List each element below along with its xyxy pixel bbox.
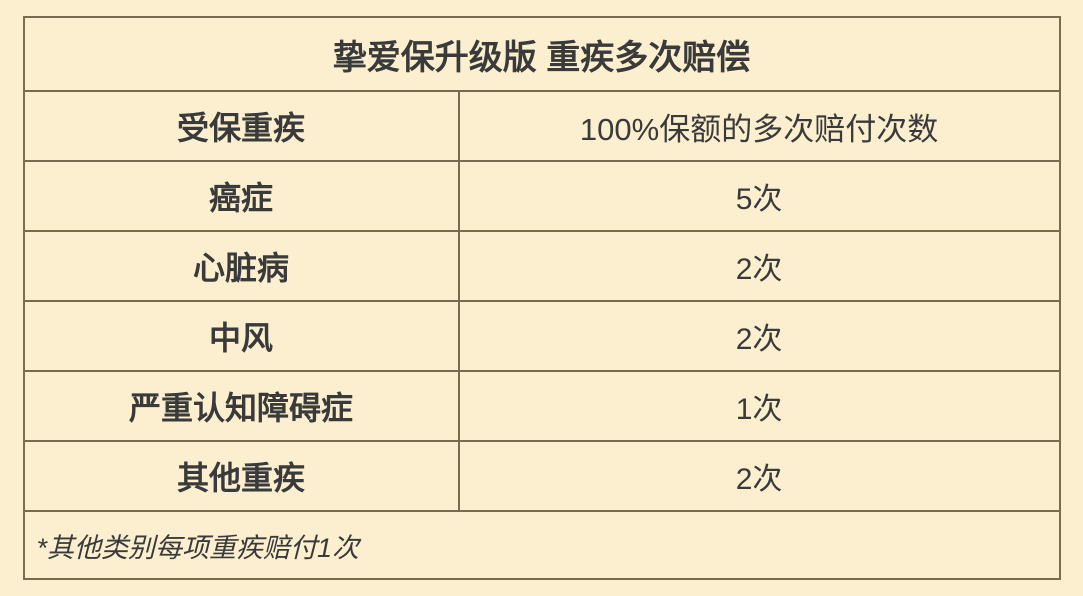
condition-label: 癌症: [24, 161, 459, 231]
table-row: 心脏病 2次: [24, 231, 1060, 301]
table-footnote-row: *其他类别每项重疾赔付1次: [24, 511, 1060, 579]
table-title-row: 挚爱保升级版 重疾多次赔偿: [24, 17, 1060, 91]
insurance-table: 挚爱保升级版 重疾多次赔偿 受保重疾 100%保额的多次赔付次数 癌症 5次 心…: [23, 16, 1061, 580]
table-row: 癌症 5次: [24, 161, 1060, 231]
table-footnote: *其他类别每项重疾赔付1次: [24, 511, 1060, 579]
condition-label: 其他重疾: [24, 441, 459, 511]
table-row: 严重认知障碍症 1次: [24, 371, 1060, 441]
condition-label: 心脏病: [24, 231, 459, 301]
table-title: 挚爱保升级版 重疾多次赔偿: [24, 17, 1060, 91]
payout-value: 5次: [459, 161, 1060, 231]
payout-value: 2次: [459, 301, 1060, 371]
insurance-table-container: 挚爱保升级版 重疾多次赔偿 受保重疾 100%保额的多次赔付次数 癌症 5次 心…: [23, 16, 1061, 580]
payout-value: 2次: [459, 441, 1060, 511]
payout-value: 2次: [459, 231, 1060, 301]
table-row: 其他重疾 2次: [24, 441, 1060, 511]
condition-label: 中风: [24, 301, 459, 371]
table-header-row: 受保重疾 100%保额的多次赔付次数: [24, 91, 1060, 161]
column-header-payout: 100%保额的多次赔付次数: [459, 91, 1060, 161]
table-row: 中风 2次: [24, 301, 1060, 371]
column-header-condition: 受保重疾: [24, 91, 459, 161]
condition-label: 严重认知障碍症: [24, 371, 459, 441]
payout-value: 1次: [459, 371, 1060, 441]
